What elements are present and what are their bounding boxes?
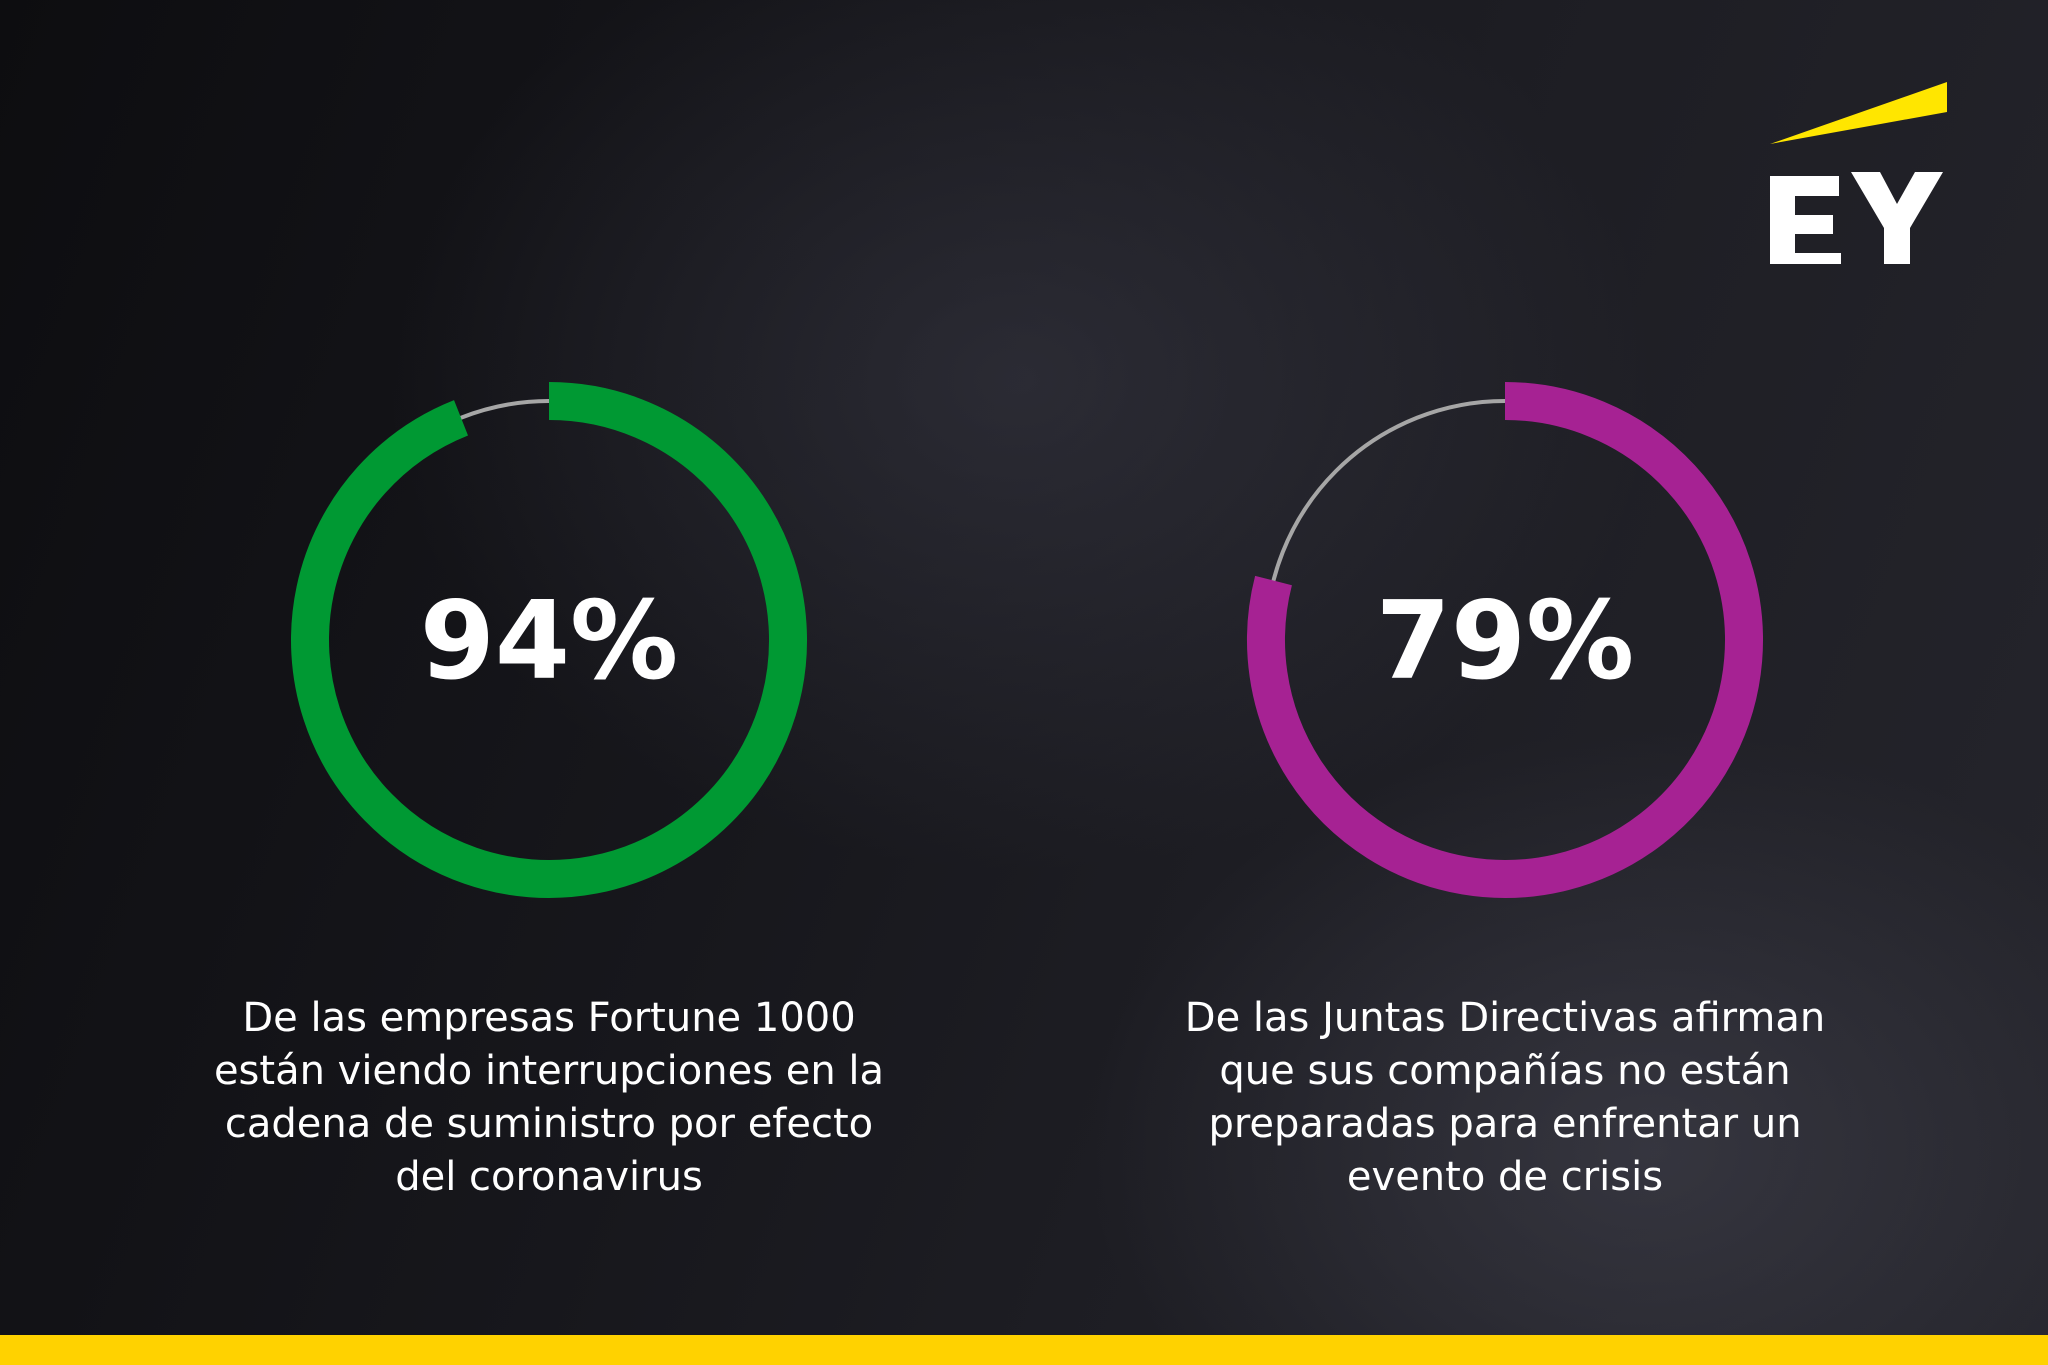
ey-logo-graphic [1770, 82, 1947, 264]
donut-chart-left: 94% [289, 380, 809, 900]
ey-logo-letter-y [1851, 172, 1943, 264]
caption-right-line: De las Juntas Directivas afirman [1184, 995, 1826, 1041]
caption-left-line: cadena de suministro por efecto [224, 1101, 874, 1147]
caption-left-line: están viendo interrupciones en la [213, 1048, 885, 1094]
bottom-accent-bar [0, 1335, 2048, 1365]
caption-left-line: De las empresas Fortune 1000 [242, 995, 856, 1041]
donut-svg-right: 79% [1247, 382, 1763, 898]
donut-value-right: 79% [1376, 579, 1635, 704]
donut-arc-left [291, 382, 807, 898]
caption-left: De las empresas Fortune 1000 están viend… [169, 992, 929, 1204]
donut-svg-left: 94% [291, 382, 807, 898]
caption-right-line: que sus compañías no están [1219, 1048, 1791, 1094]
caption-right-line: preparadas para enfrentar un [1208, 1101, 1802, 1147]
donut-chart-right: 79% [1245, 380, 1765, 900]
ey-logo-beam [1770, 82, 1947, 144]
donut-arc-right [1247, 382, 1763, 898]
caption-right: De las Juntas Directivas afirman que sus… [1125, 992, 1885, 1204]
caption-right-line: evento de crisis [1346, 1154, 1664, 1200]
caption-left-line: del coronavirus [395, 1154, 703, 1200]
ey-logo [1765, 78, 1950, 268]
ey-logo-letter-e [1770, 176, 1841, 264]
donut-value-left: 94% [420, 579, 679, 704]
